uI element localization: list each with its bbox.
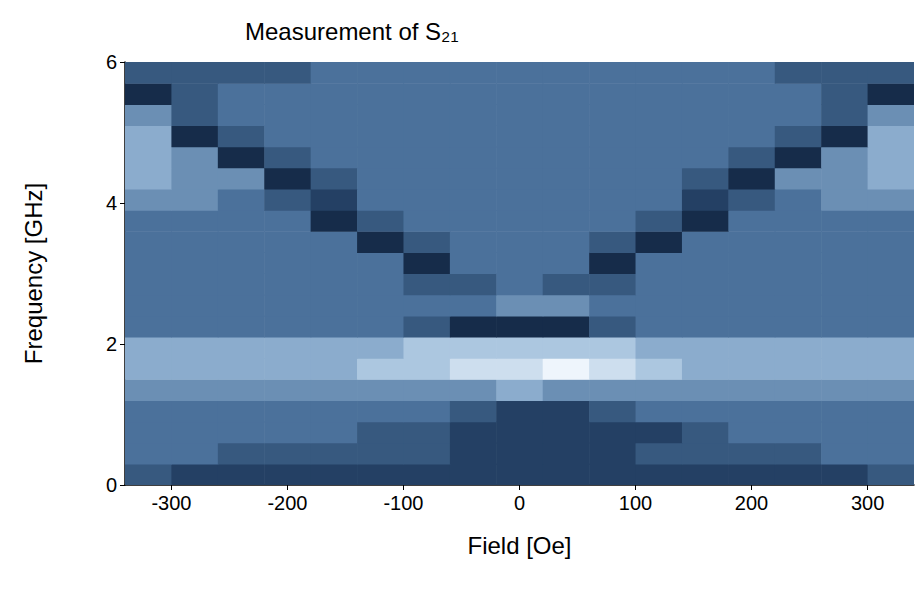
svg-text:-200: -200 [267,492,307,514]
svg-text:300: 300 [851,492,884,514]
svg-text:-100: -100 [383,492,423,514]
svg-text:200: 200 [735,492,768,514]
svg-text:Measurement of S₂₁: Measurement of S₂₁ [245,18,459,45]
svg-text:-300: -300 [151,492,191,514]
svg-text:2: 2 [106,333,117,355]
svg-text:6: 6 [106,51,117,73]
svg-text:0: 0 [514,492,525,514]
svg-text:0: 0 [106,474,117,496]
svg-text:Field [Oe]: Field [Oe] [467,532,571,559]
svg-text:Frequency [GHz]: Frequency [GHz] [20,183,47,364]
svg-text:4: 4 [106,192,117,214]
svg-text:100: 100 [619,492,652,514]
